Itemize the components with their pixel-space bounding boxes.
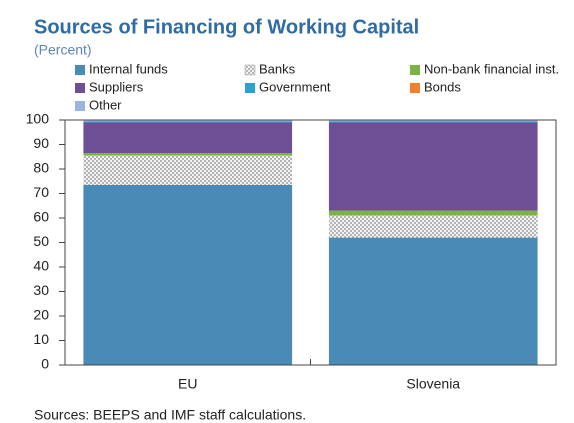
legend-label: Suppliers xyxy=(89,79,144,94)
bar-segment xyxy=(328,237,538,365)
legend-label: Non-bank financial inst. xyxy=(424,61,559,76)
bar-segment xyxy=(328,210,538,216)
bar-segment xyxy=(328,215,538,238)
legend-swatch xyxy=(75,101,85,111)
bar-segment xyxy=(328,121,538,123)
y-tick-label: 80 xyxy=(33,160,49,176)
y-tick-label: 60 xyxy=(33,209,49,225)
bar-segment xyxy=(83,120,293,122)
y-tick-label: 20 xyxy=(33,307,49,323)
bar-segment xyxy=(83,121,293,123)
source-note: Sources: BEEPS and IMF staff calculation… xyxy=(34,407,306,423)
bar-segment xyxy=(83,122,293,154)
bar-segment xyxy=(328,122,538,211)
legend-label: Bonds xyxy=(424,79,461,94)
legend-label: Banks xyxy=(259,61,296,76)
y-tick-label: 0 xyxy=(41,356,49,372)
legend-label: Other xyxy=(89,97,122,112)
y-tick-label: 70 xyxy=(33,184,49,200)
legend-swatch xyxy=(75,65,85,75)
bar-segment xyxy=(328,120,538,122)
legend-label: Internal funds xyxy=(89,61,168,76)
y-tick-label: 50 xyxy=(33,233,49,249)
x-tick-label: EU xyxy=(178,376,197,392)
x-tick-label: Slovenia xyxy=(406,376,460,392)
legend-swatch xyxy=(245,83,255,93)
chart-title: Sources of Financing of Working Capital xyxy=(34,16,419,38)
chart-subtitle: (Percent) xyxy=(34,42,92,58)
y-tick-label: 30 xyxy=(33,282,49,298)
y-tick-label: 100 xyxy=(26,111,50,127)
legend-swatch xyxy=(75,83,85,93)
bar-segment xyxy=(83,153,293,156)
bar-segment xyxy=(83,184,293,365)
legend-swatch xyxy=(244,64,256,76)
legend-label: Government xyxy=(259,79,331,94)
bar-segment xyxy=(83,155,293,185)
y-tick-label: 40 xyxy=(33,258,49,274)
legend-swatch xyxy=(410,65,420,75)
legend-swatch xyxy=(410,83,420,93)
y-tick-label: 90 xyxy=(33,135,49,151)
y-tick-label: 10 xyxy=(33,331,49,347)
